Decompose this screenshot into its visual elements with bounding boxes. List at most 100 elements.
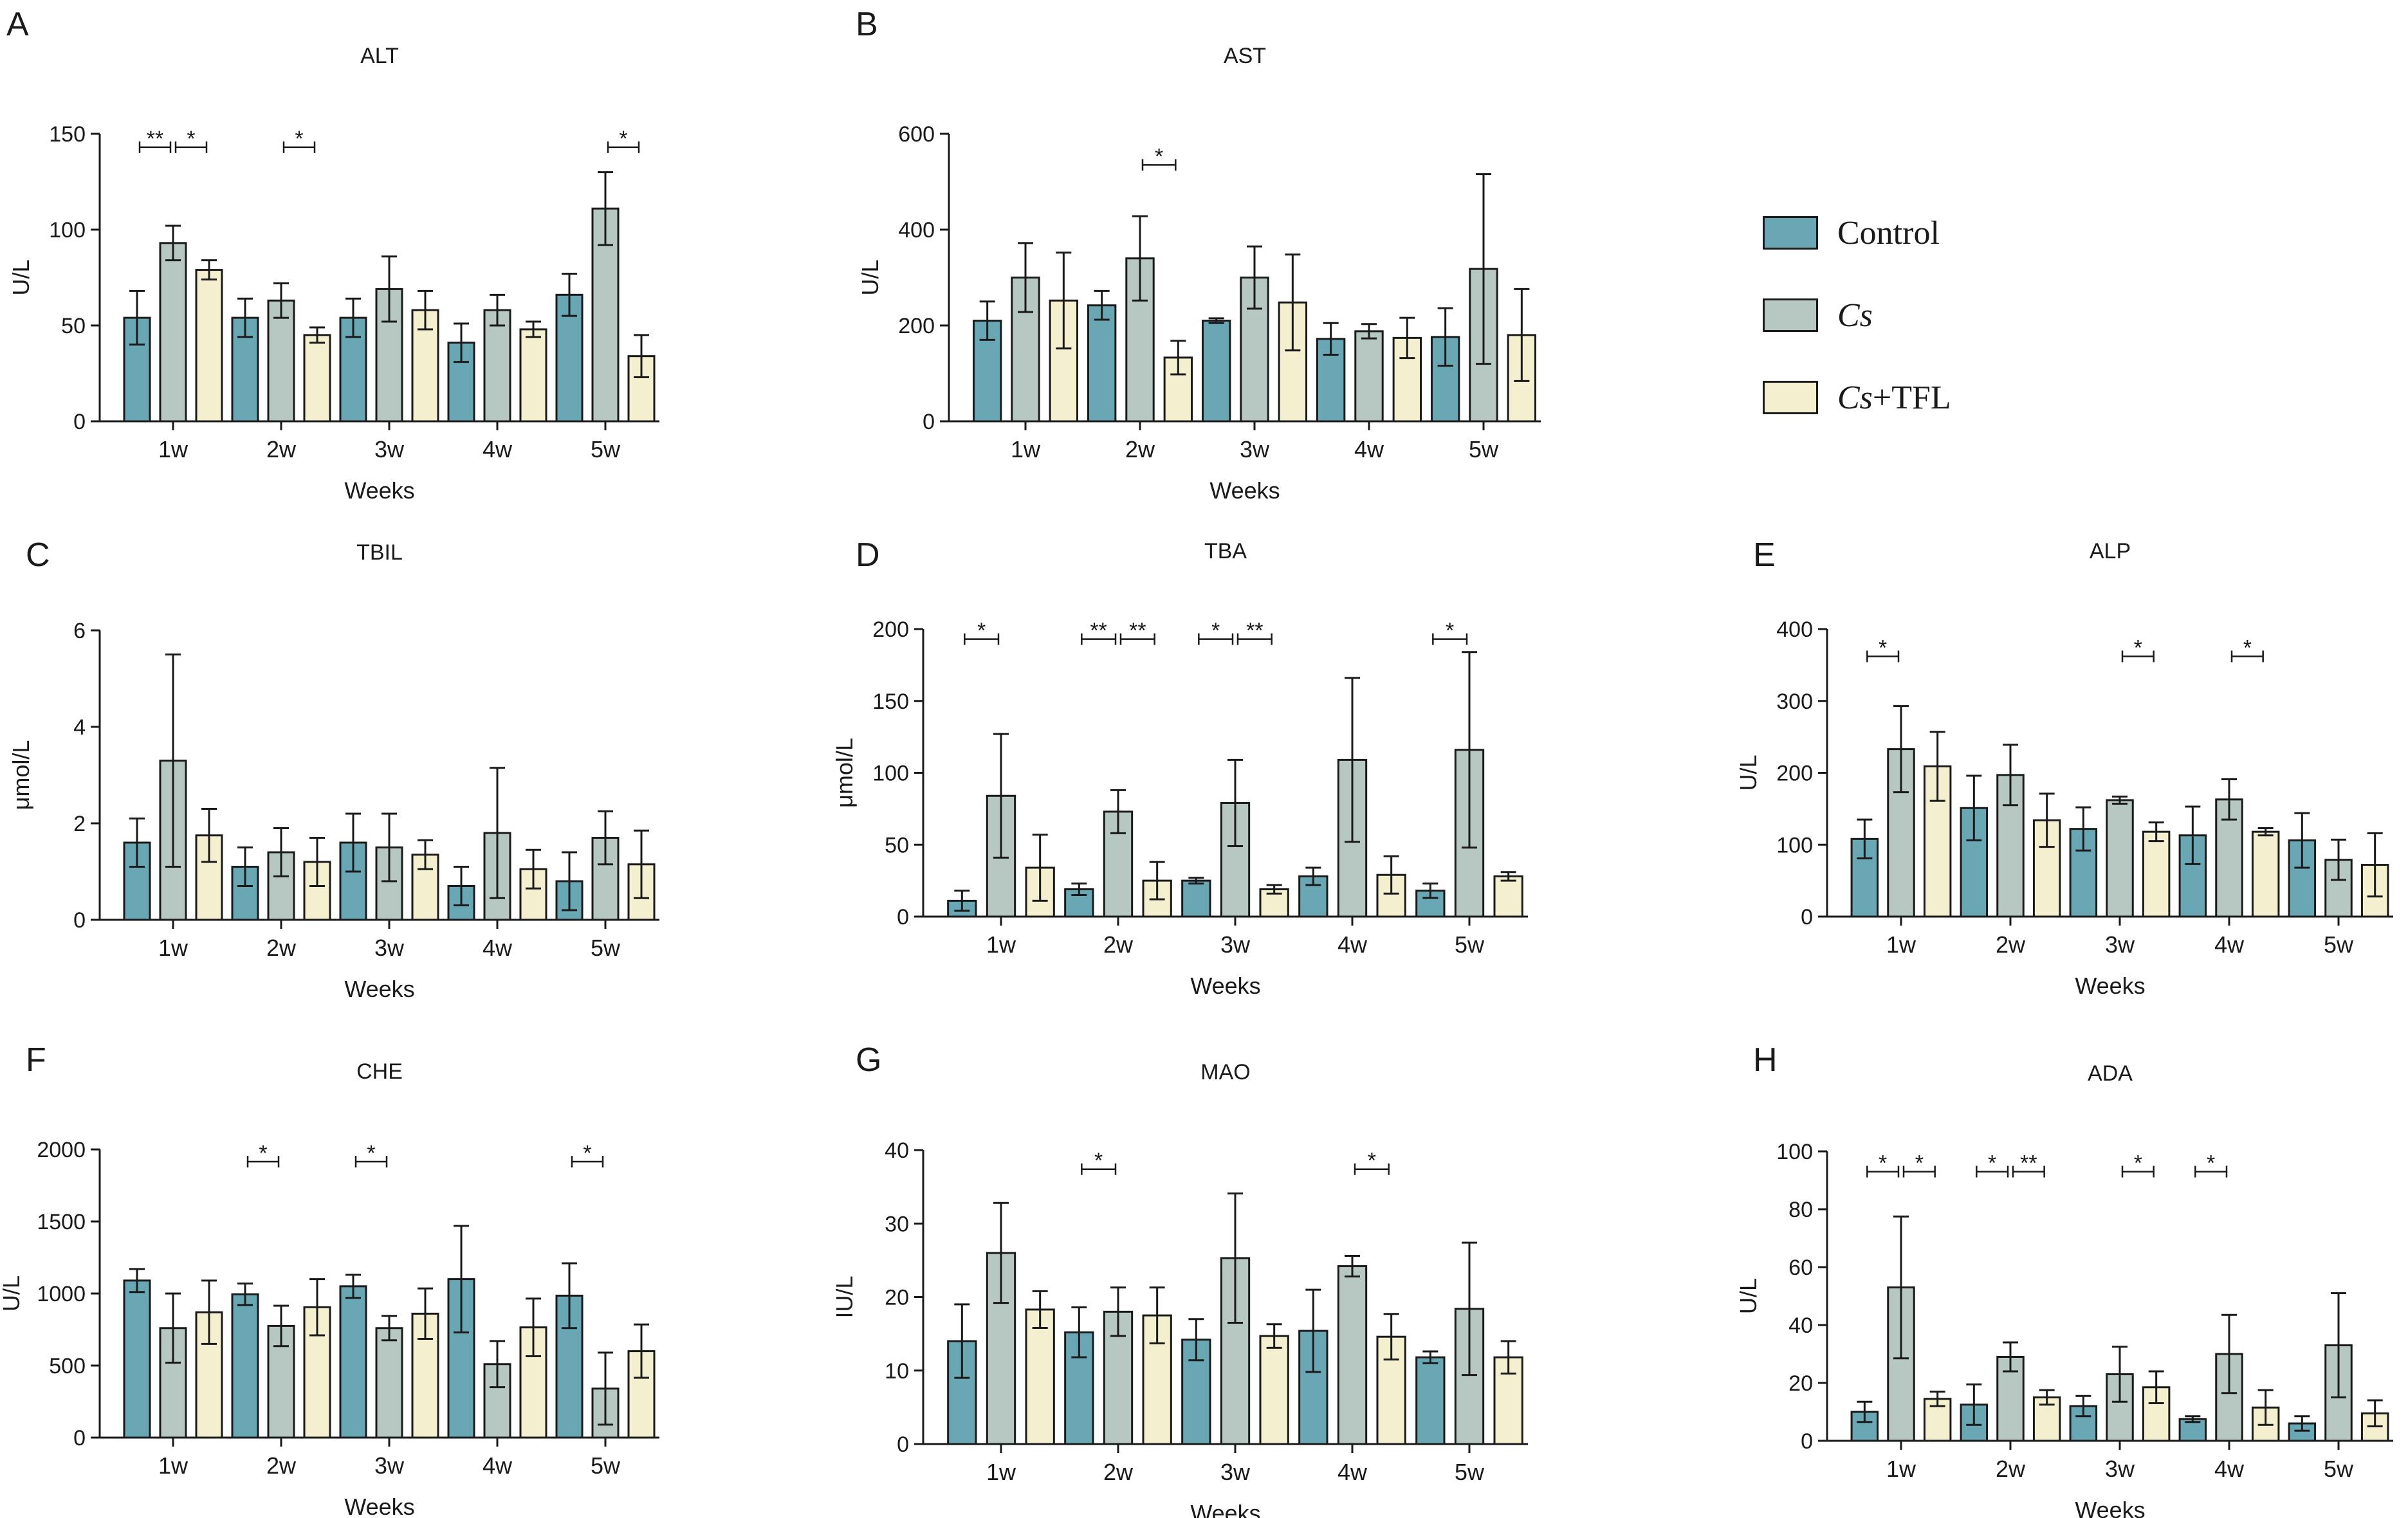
x-tick-label-h-2w: 2w <box>1996 1456 2026 1482</box>
legend-item-cs-tfl: Cs+TFL <box>1763 377 2033 418</box>
bar-c-2w-s2 <box>303 861 331 921</box>
sig-label-a-1: * <box>187 127 195 151</box>
y-tick-label-a-0: 0 <box>73 410 86 434</box>
y-tick-label-c-2: 4 <box>73 715 86 740</box>
bar-e-4w-s2 <box>2251 830 2280 918</box>
y-tick-label-f-0: 0 <box>73 1426 86 1450</box>
y-tick-label-b-1: 200 <box>898 314 935 338</box>
x-tick-label-e-1w: 1w <box>1886 931 1916 958</box>
y-tick-label-a-2: 100 <box>49 218 86 242</box>
x-tick-label-e-4w: 4w <box>2214 931 2245 958</box>
y-tick-label-h-3: 60 <box>1788 1256 1813 1280</box>
chart-title-c: TBIL <box>356 540 403 565</box>
bar-b-3w-s1 <box>1240 277 1269 423</box>
sig-label-e-0: * <box>1879 636 1887 660</box>
chart-title-a: ALT <box>360 44 399 68</box>
bar-b-2w-s0 <box>1087 304 1117 423</box>
sig-label-h-4: * <box>2134 1151 2142 1176</box>
chart-title-b: AST <box>1224 44 1266 68</box>
y-tick-label-e-0: 0 <box>1801 905 1813 929</box>
sig-label-a-0: ** <box>147 127 163 151</box>
y-tick-label-g-0: 0 <box>897 1432 909 1457</box>
panel-label-g: G <box>856 1041 881 1079</box>
y-axis-label-b: U/L <box>857 259 883 295</box>
x-tick-label-h-4w: 4w <box>2214 1456 2245 1482</box>
panel-label-d: D <box>856 536 880 574</box>
x-tick-label-f-1w: 1w <box>158 1452 188 1479</box>
y-tick-label-c-1: 2 <box>73 812 86 836</box>
y-axis-label-a: U/L <box>8 259 34 295</box>
y-tick-label-h-4: 80 <box>1788 1198 1813 1222</box>
x-tick-label-c-3w: 3w <box>374 935 405 961</box>
sig-label-f-0: * <box>259 1141 267 1166</box>
chart-title-h: ADA <box>2088 1061 2133 1086</box>
bar-g-4w-s1 <box>1337 1265 1368 1445</box>
bar-g-5w-s0 <box>1415 1356 1446 1445</box>
bar-d-5w-s2 <box>1493 875 1523 918</box>
x-tick-label-f-3w: 3w <box>374 1452 405 1479</box>
legend-item-control: Control <box>1763 212 2033 253</box>
legend-item-cs: Cs <box>1763 295 2033 336</box>
x-tick-label-c-2w: 2w <box>266 935 297 961</box>
sig-label-g-1: * <box>1368 1149 1376 1173</box>
sig-label-h-5: * <box>2207 1151 2215 1176</box>
y-tick-label-g-1: 10 <box>885 1359 909 1384</box>
bar-e-3w-s2 <box>2142 830 2171 918</box>
sig-label-d-3: * <box>1211 619 1220 643</box>
y-tick-label-d-3: 150 <box>872 690 909 714</box>
panel-label-b: B <box>856 6 878 43</box>
y-tick-label-b-3: 600 <box>898 122 935 147</box>
x-tick-label-d-3w: 3w <box>1220 931 1251 958</box>
panel-label-c: C <box>26 536 50 574</box>
sig-label-h-3: ** <box>2020 1151 2037 1176</box>
x-tick-label-b-4w: 4w <box>1354 436 1384 462</box>
sig-label-d-5: * <box>1446 619 1454 643</box>
x-axis-label-d: Weeks <box>1190 973 1260 999</box>
bar-b-3w-s0 <box>1201 320 1231 423</box>
y-tick-label-d-0: 0 <box>897 905 909 929</box>
y-tick-label-f-1: 500 <box>49 1354 86 1378</box>
bar-f-2w-s0 <box>231 1293 259 1439</box>
x-tick-label-c-1w: 1w <box>158 935 188 961</box>
y-tick-label-a-3: 150 <box>49 122 86 147</box>
sig-label-e-2: * <box>2243 636 2252 660</box>
x-tick-label-f-4w: 4w <box>483 1452 513 1479</box>
sig-label-h-0: * <box>1879 1151 1887 1176</box>
bar-a-4w-s2 <box>519 328 547 423</box>
bar-f-5w-s2 <box>627 1350 656 1439</box>
x-tick-label-d-5w: 5w <box>1455 931 1485 958</box>
sig-label-d-2: ** <box>1129 619 1146 643</box>
chart-title-e: ALP <box>2090 539 2131 563</box>
sig-label-e-1: * <box>2134 636 2142 660</box>
legend-label-cs-tfl: Cs+TFL <box>1837 379 1951 417</box>
y-axis-label-c: μmol/L <box>8 740 34 810</box>
sig-label-a-3: * <box>619 127 627 151</box>
sig-label-g-0: * <box>1094 1149 1103 1173</box>
y-tick-label-h-1: 20 <box>1788 1371 1813 1396</box>
x-axis-label-c: Weeks <box>344 976 414 1002</box>
bar-a-1w-s2 <box>195 269 223 423</box>
sig-label-d-0: * <box>977 619 986 643</box>
y-tick-label-d-1: 50 <box>885 833 909 857</box>
y-tick-label-g-2: 20 <box>885 1286 909 1310</box>
y-tick-label-h-5: 100 <box>1776 1140 1813 1164</box>
x-tick-label-a-5w: 5w <box>591 436 621 462</box>
legend-swatch-cs <box>1763 298 1818 332</box>
x-tick-label-h-3w: 3w <box>2105 1456 2135 1482</box>
x-tick-label-c-4w: 4w <box>483 935 513 961</box>
x-tick-label-h-5w: 5w <box>2324 1456 2354 1482</box>
x-tick-label-b-1w: 1w <box>1011 436 1041 462</box>
chart-title-g: MAO <box>1200 1060 1250 1084</box>
x-axis-label-a: Weeks <box>344 477 414 504</box>
legend-swatch-cs-tfl <box>1763 381 1818 414</box>
y-tick-label-c-0: 0 <box>73 908 86 933</box>
x-tick-label-e-3w: 3w <box>2105 931 2135 958</box>
bar-a-1w-s1 <box>159 242 187 423</box>
bar-g-1w-s2 <box>1025 1308 1055 1445</box>
y-axis-label-h: U/L <box>1735 1278 1761 1314</box>
x-tick-label-b-5w: 5w <box>1469 436 1499 462</box>
x-tick-label-a-1w: 1w <box>158 436 188 462</box>
x-tick-label-a-3w: 3w <box>374 436 405 462</box>
x-tick-label-g-1w: 1w <box>986 1459 1016 1485</box>
x-tick-label-g-5w: 5w <box>1455 1459 1485 1485</box>
